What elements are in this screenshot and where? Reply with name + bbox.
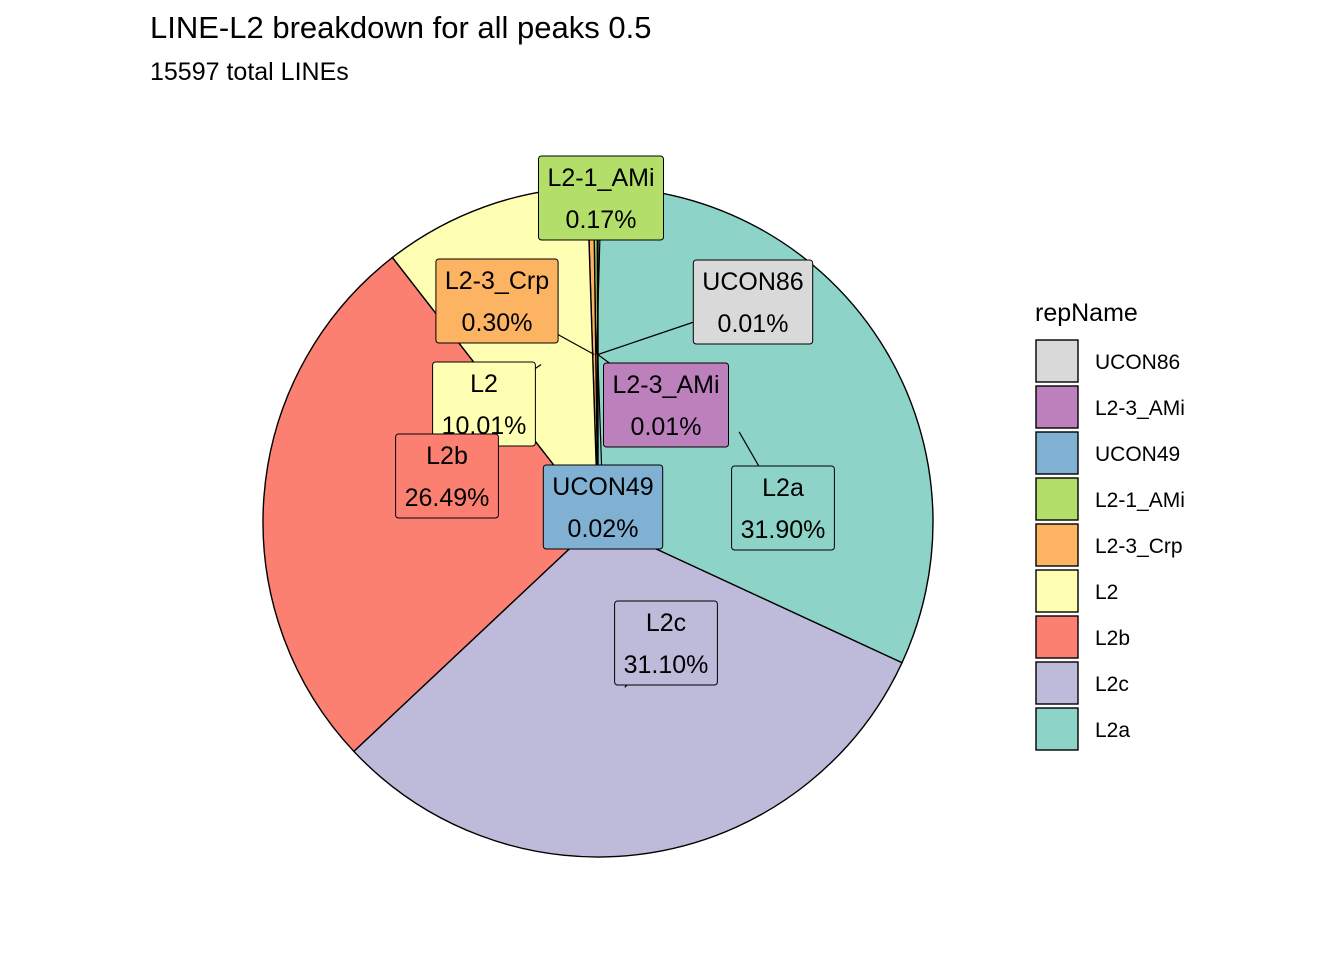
slice-label-box (603, 362, 729, 448)
slice-label-name: L2a (762, 474, 804, 502)
slice-label-name: UCON86 (702, 268, 803, 296)
slice-label-box (542, 464, 664, 550)
legend-key (1035, 707, 1079, 751)
slice-label-percent: 31.10% (624, 651, 709, 679)
slice-label-percent: 0.02% (568, 515, 639, 543)
legend-key (1035, 569, 1079, 613)
chart-title: LINE-L2 breakdown for all peaks 0.5 (150, 10, 652, 45)
legend-key (1035, 339, 1079, 383)
pie-labels: UCON86 0.01% L2-3_AMi 0.01% UCON49 0.02% L2-1_… (395, 155, 835, 688)
legend-item-l2-3-crp: L2-3_Crp (1035, 523, 1183, 567)
slice-label-percent: 31.90% (741, 516, 826, 544)
slice-label-box (692, 259, 814, 345)
legend-label: L2 (1095, 581, 1118, 604)
legend-label: L2-3_AMi (1095, 397, 1185, 420)
slice-label-l2-3-crp: L2-3_Crp 0.30% (435, 258, 559, 344)
slice-label-box (614, 600, 718, 686)
legend-item-l2b: L2b (1035, 615, 1130, 659)
legend-item-ucon49: UCON49 (1035, 431, 1180, 475)
slice-label-box (538, 155, 664, 241)
slice-label-l2-1-ami: L2-1_AMi 0.17% (538, 155, 664, 241)
slice-label-percent: 0.01% (631, 413, 702, 441)
slice-label-box (731, 465, 835, 551)
legend-label: L2-1_AMi (1095, 489, 1185, 512)
pie-slice-l2c (352, 521, 903, 858)
slice-label-percent: 0.17% (566, 206, 637, 234)
slice-label-l2-3-ami: L2-3_AMi 0.01% (603, 362, 729, 448)
slice-label-percent: 26.49% (405, 484, 490, 512)
legend-key (1035, 431, 1079, 475)
legend-item-l2: L2 (1035, 569, 1118, 613)
slice-label-l2c: L2c 31.10% (614, 600, 718, 686)
slice-label-box (395, 433, 499, 519)
legend-key (1035, 661, 1079, 705)
legend-item-ucon86: UCON86 (1035, 339, 1180, 383)
slice-label-name: L2-3_AMi (613, 371, 720, 399)
slice-label-name: L2b (426, 442, 468, 470)
legend-item-l2-3-ami: L2-3_AMi (1035, 385, 1185, 429)
slice-label-percent: 0.01% (718, 310, 789, 338)
legend-item-l2a: L2a (1035, 707, 1130, 751)
legend-label: UCON86 (1095, 351, 1180, 374)
chart-subtitle: 15597 total LINEs (150, 58, 349, 86)
legend-label: UCON49 (1095, 443, 1180, 466)
legend-label: L2-3_Crp (1095, 535, 1183, 558)
legend-key (1035, 477, 1079, 521)
slice-label-percent: 0.30% (462, 309, 533, 337)
slice-label-name: L2-1_AMi (548, 164, 655, 192)
slice-label-ucon86: UCON86 0.01% (692, 259, 814, 345)
slice-label-name: L2-3_Crp (445, 267, 549, 295)
legend-key (1035, 385, 1079, 429)
slice-label-box (435, 258, 559, 344)
legend-title: repName (1035, 299, 1138, 327)
legend-item-l2-1-ami: L2-1_AMi (1035, 477, 1185, 521)
slice-label-l2b: L2b 26.49% (395, 433, 499, 519)
pie-slice-l2a (597, 186, 934, 664)
slice-label-l2a: L2a 31.90% (731, 465, 835, 551)
slice-label-name: L2c (646, 609, 686, 637)
legend-label: L2b (1095, 627, 1130, 650)
legend-key (1035, 615, 1079, 659)
legend: repName UCON86 L2-3_AMi UCON49 L2-1_AMi L2-3… (1035, 299, 1185, 751)
legend-label: L2a (1095, 719, 1130, 742)
slice-label-ucon49: UCON49 0.02% (542, 464, 664, 550)
legend-label: L2c (1095, 673, 1129, 696)
slice-label-name: L2 (470, 370, 498, 398)
legend-key (1035, 523, 1079, 567)
slice-label-name: UCON49 (552, 473, 653, 501)
legend-item-l2c: L2c (1035, 661, 1129, 705)
